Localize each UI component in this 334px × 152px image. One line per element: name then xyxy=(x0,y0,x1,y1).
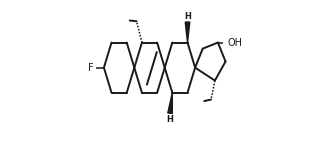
Text: OH: OH xyxy=(228,38,243,48)
Polygon shape xyxy=(168,93,172,114)
Text: H: H xyxy=(184,12,191,21)
Polygon shape xyxy=(185,22,190,43)
Text: F: F xyxy=(88,63,94,73)
Text: H: H xyxy=(167,115,173,124)
